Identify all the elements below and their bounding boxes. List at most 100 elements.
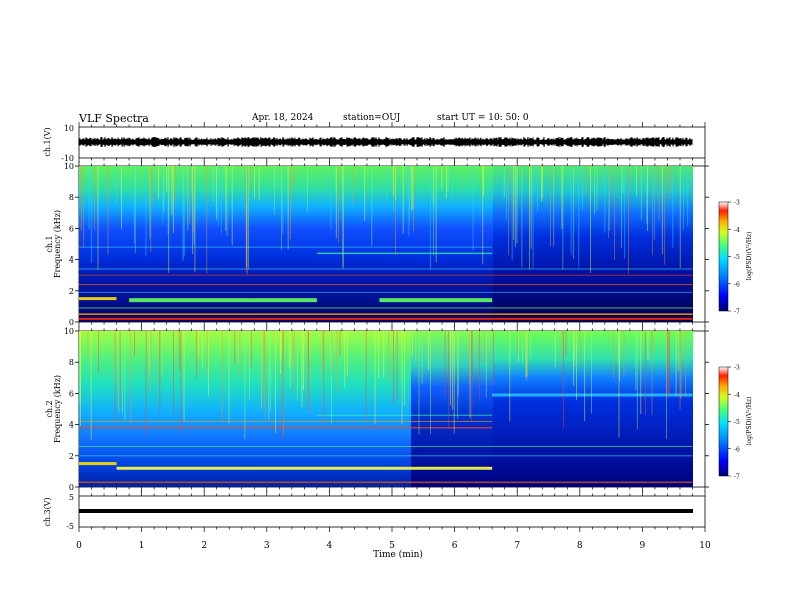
colorbar-tick-label: -3 [734,365,740,372]
x-axis: 0 1 2 3 4 5 6 7 8 9 10 [76,122,711,551]
sferic-streak [80,331,81,426]
sferic-streak [492,331,494,386]
sferic-streak [197,331,199,358]
sferic-streak [435,166,437,263]
sferic-streak [590,166,591,274]
colorbar-tick-label: -6 [734,446,740,453]
ytick-label: 6 [69,224,74,233]
sferic-streak [290,166,291,240]
spectral-line [79,313,693,315]
sferic-streak [506,166,507,220]
sferic-streak [457,331,459,419]
sferic-streak [509,331,511,422]
sferic-streak [667,331,669,398]
sferic-streak [621,166,623,248]
ytick-label: 10 [64,327,74,336]
sferic-streak [289,331,291,389]
spectral-line [79,268,693,270]
sferic-streak [576,331,578,401]
sferic-streak [282,331,284,440]
ch2-spec-channel-label: ch.2 [45,400,54,417]
sferic-streak [541,166,542,202]
spectral-line [129,298,317,303]
sferic-streak [640,166,642,220]
sferic-streak [293,331,295,393]
sferic-streak [208,331,210,397]
sferic-streak [121,331,123,415]
spectral-line [79,420,493,422]
sferic-streak [408,166,410,237]
ch1-ytick-top: 10 [64,124,74,133]
sferic-streak [445,166,447,199]
sferic-streak [664,166,666,265]
xtick-label: 9 [640,541,646,551]
sferic-streak [513,166,515,240]
sferic-streak [149,331,151,393]
sferic-streak [97,166,99,270]
sferic-streak [418,331,420,435]
sferic-streak [178,331,180,370]
sferic-streak [234,331,236,365]
sferic-streak [550,166,551,247]
sferic-streak [624,166,626,259]
sferic-streak [392,166,394,196]
sferic-streak [162,166,164,223]
sferic-streak [636,166,637,196]
sferic-streak [407,166,409,198]
colorbar-tick-label: -3 [734,200,740,207]
sferic-streak [579,331,581,364]
sferic-streak [562,166,564,270]
ch1-spectrogram-region-b [493,166,693,322]
sferic-streak [623,331,625,376]
sferic-streak [287,166,289,250]
sferic-streak [573,331,574,386]
spectral-line [492,393,693,397]
sferic-streak [183,331,185,422]
ch1-spectrogram-lines [79,246,693,320]
sferic-streak [636,331,638,430]
sferic-streak [335,166,337,239]
colorbar-tick-label: -5 [734,254,740,261]
sferic-streak [221,331,223,422]
sferic-streak [339,331,341,357]
colorbar-ch2-label: log(PSD)(V²/Hz) [746,397,753,446]
sferic-streak [79,331,81,405]
sferic-streak [330,166,332,230]
sferic-streak [421,331,423,384]
sferic-streak [258,166,260,201]
sferic-streak [395,166,396,201]
sferic-streak [180,331,182,435]
sferic-streak [281,166,282,250]
spectral-line [316,252,493,255]
sferic-streak [151,166,153,206]
sferic-streak [323,331,325,425]
sferic-streak [415,331,417,363]
sferic-streak [428,331,429,371]
ytick-label: 2 [69,452,74,461]
date-label: Apr. 18, 2024 [252,113,314,123]
sferic-streak [331,331,332,423]
sferic-streak [149,166,151,240]
sferic-streak [608,166,609,239]
sferic-streak [651,331,653,415]
spectral-line [379,298,493,303]
sferic-streak [193,166,195,245]
sferic-streak [613,331,615,378]
sferic-streak [159,331,161,414]
sferic-streak [484,331,485,365]
sferic-streak [591,331,592,414]
sferic-streak [88,166,90,229]
sferic-streak [155,166,157,191]
sferic-streak [212,166,214,202]
sferic-streak [90,331,92,440]
sferic-streak [263,331,265,406]
colorbar-ch1-label: log(PSD)(V²/Hz) [746,232,753,281]
sferic-streak [269,331,271,411]
xtick-label: 1 [139,541,145,551]
sferic-streak [217,166,219,226]
sferic-streak [521,166,523,268]
sferic-streak [378,331,379,379]
sferic-streak [292,331,294,365]
sferic-streak [447,166,449,192]
chart-title: VLF Spectra [79,112,149,125]
